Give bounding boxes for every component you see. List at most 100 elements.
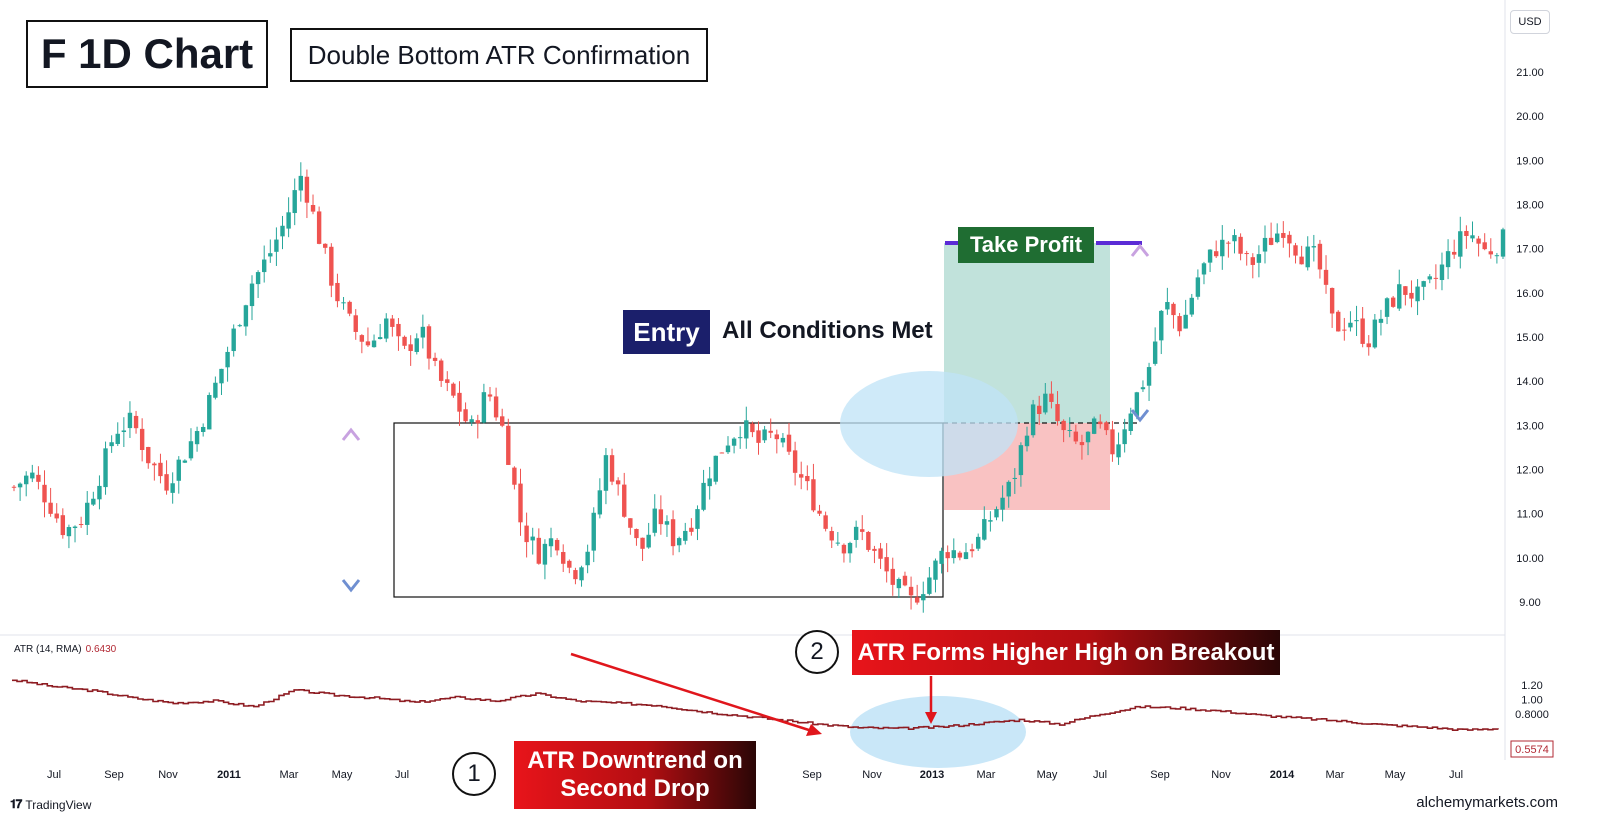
candle [1482, 233, 1487, 251]
time-tick-4: Mar [280, 769, 299, 781]
price-tick-10: 11.00 [1517, 509, 1544, 521]
candle [1494, 252, 1500, 264]
candle [371, 334, 377, 348]
price-tick-8: 13.00 [1516, 420, 1544, 432]
time-tick-1: Sep [104, 769, 124, 781]
price-tick-5: 16.00 [1516, 288, 1544, 300]
double-bottom-range-box [393, 422, 944, 598]
price-tick-1: 20.00 [1516, 111, 1544, 123]
candle [652, 494, 657, 537]
candle [426, 324, 432, 370]
candle [658, 495, 664, 535]
candle [231, 324, 236, 357]
candle [103, 441, 108, 495]
candle [689, 518, 694, 536]
atr-tick-0: 1.20 [1521, 680, 1542, 692]
candle [1299, 245, 1304, 265]
candle [469, 415, 474, 427]
candle [109, 435, 114, 453]
candle [11, 484, 17, 492]
price-tick-12: 9.00 [1519, 597, 1540, 609]
atr-downtrend-arrowhead [806, 724, 822, 736]
candle [1122, 418, 1127, 453]
currency-badge[interactable]: USD [1510, 10, 1550, 34]
candle [750, 421, 755, 438]
atr-high-arrowhead [925, 712, 937, 724]
candle [1403, 286, 1408, 306]
candle [640, 537, 645, 561]
candle [323, 243, 328, 254]
candle [384, 313, 389, 343]
candle [457, 381, 462, 426]
measured-move-arrow-right [1130, 243, 1150, 423]
candle [262, 245, 267, 283]
candle [1305, 236, 1310, 271]
candle [817, 504, 822, 516]
atr-line [12, 679, 1499, 731]
candle [316, 206, 322, 245]
candle [298, 162, 304, 202]
candle [377, 323, 383, 340]
brand[interactable]: 𝟏𝟕 TradingView [10, 797, 91, 812]
price-tick-2: 19.00 [1516, 155, 1544, 167]
candle [945, 545, 950, 573]
candle [188, 428, 194, 461]
candle [1006, 480, 1011, 508]
candle [792, 441, 798, 486]
candle [396, 318, 401, 351]
atr-tick-1: 1.00 [1521, 695, 1542, 707]
candle [554, 538, 560, 556]
candle [939, 547, 944, 574]
atr-last-value-box [1510, 740, 1554, 758]
candle [1079, 434, 1085, 460]
candle [609, 448, 615, 486]
candle [194, 426, 200, 452]
price-tick-3: 18.00 [1516, 199, 1544, 211]
candle [420, 314, 426, 349]
candle [1281, 221, 1286, 248]
candle [1329, 287, 1335, 328]
candle [1372, 313, 1378, 349]
candle [329, 243, 334, 298]
candle [1012, 468, 1018, 494]
candle [847, 541, 853, 563]
time-axis: Jul Sep Nov 2011 Mar May Jul Sep Nov 2013 Mar May Ju… [47, 769, 1463, 781]
candle [152, 462, 157, 481]
candle [1421, 280, 1426, 301]
candle [1439, 252, 1445, 291]
candle [1342, 317, 1347, 341]
candle [1177, 313, 1182, 337]
candle [200, 423, 206, 437]
candle [390, 314, 395, 337]
candle [78, 516, 84, 528]
candle [1336, 310, 1341, 332]
time-tick-16: Mar [1326, 769, 1345, 781]
candle [1067, 417, 1072, 438]
time-tick-14: Nov [1211, 769, 1231, 781]
candle [408, 335, 413, 366]
candle [225, 346, 230, 382]
entry-label: Entry [623, 310, 710, 354]
candle [860, 515, 865, 541]
atr-legend[interactable]: ATR (14, RMA) 0.6430 [14, 644, 116, 655]
candle [1189, 293, 1194, 317]
time-tick-0: Jul [47, 769, 61, 781]
candle [914, 584, 920, 605]
candle [1220, 225, 1225, 270]
candle [1152, 327, 1158, 366]
candle [1427, 274, 1432, 284]
time-tick-10: Mar [977, 769, 996, 781]
time-tick-2: Nov [158, 769, 178, 781]
candle [36, 466, 41, 490]
candle [994, 506, 999, 521]
chart-subtitle: Double Bottom ATR Confirmation [290, 28, 708, 82]
candle [603, 448, 609, 505]
candle [853, 520, 859, 548]
candle [146, 446, 151, 469]
candle [670, 510, 676, 556]
candle [737, 426, 743, 449]
candle [237, 323, 242, 328]
time-tick-9: 2013 [920, 769, 944, 781]
candle [1238, 233, 1243, 261]
